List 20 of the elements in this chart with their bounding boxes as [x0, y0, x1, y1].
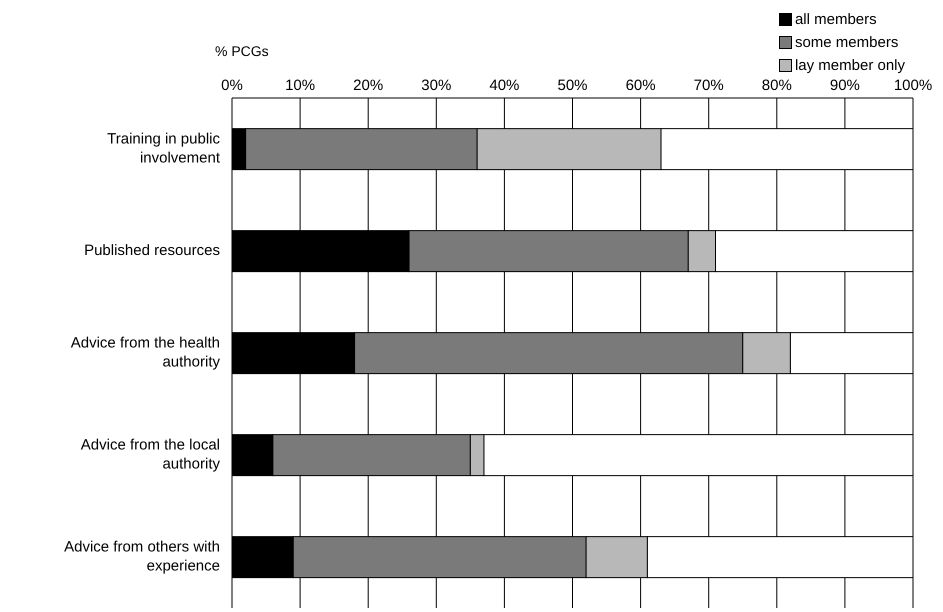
y-tick-label: Training in public involvement [107, 130, 221, 166]
x-tick-label: 20% [353, 77, 384, 94]
y-tick-label: Advice from the local authority [80, 436, 220, 472]
y-tick-label: Advice from others with experience [64, 538, 220, 574]
legend-label: some members [794, 33, 898, 53]
x-tick-label: 0% [221, 77, 243, 94]
legend-label: lay member only [794, 56, 905, 76]
x-tick-label: 30% [421, 77, 452, 94]
x-tick-label: 70% [694, 77, 724, 94]
x-tick-label: 90% [830, 77, 860, 94]
x-axis-title: % PCGs [215, 43, 269, 59]
x-tick-label: 50% [557, 77, 588, 94]
legend-label: all members [794, 10, 877, 30]
x-tick-label: 60% [626, 77, 656, 94]
x-tick-label: 100% [894, 77, 932, 94]
y-tick-label: Advice from the health authority [70, 334, 220, 370]
x-tick-label: 80% [762, 77, 792, 94]
y-tick-label: Published resources [84, 242, 220, 259]
x-tick-label: 40% [489, 77, 520, 94]
x-tick-label: 10% [285, 77, 316, 94]
